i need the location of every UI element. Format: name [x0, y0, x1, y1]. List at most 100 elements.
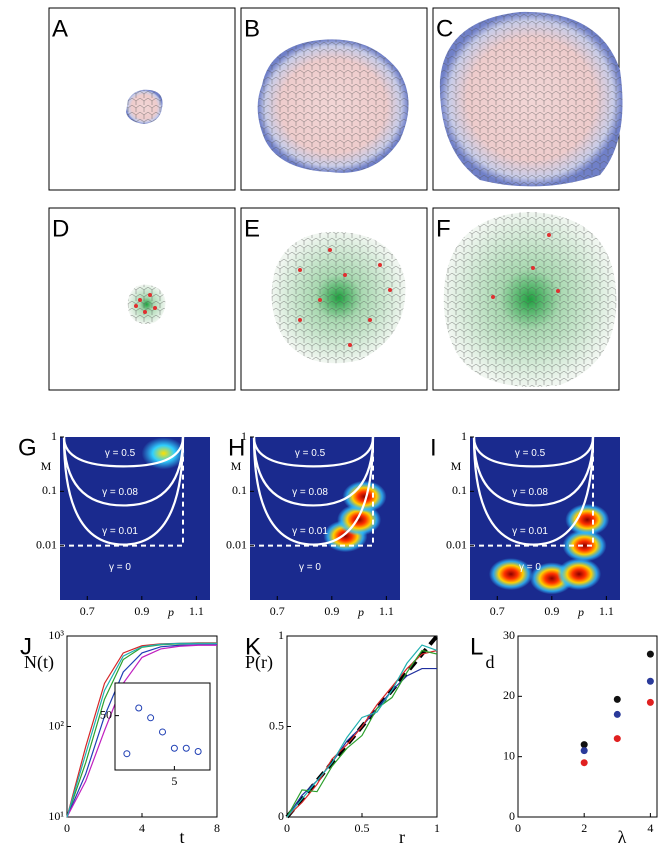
x-tick-label: 4	[647, 821, 653, 835]
panel-label: H	[228, 434, 245, 461]
gamma-label: γ = 0.08	[512, 487, 548, 498]
panel-label: L	[470, 633, 483, 660]
gamma-curve	[472, 437, 595, 546]
point	[646, 698, 654, 706]
panel-frame	[240, 207, 428, 391]
dividing-cells	[134, 293, 157, 314]
x-tick-label: 1	[434, 821, 440, 835]
y-tick-label: 10	[503, 748, 515, 762]
tissue-cells	[127, 284, 166, 325]
y-tick-label: 1	[241, 429, 247, 443]
gamma-label: γ = 0.5	[295, 448, 326, 459]
tissue-panels	[48, 7, 623, 391]
gamma-label: γ = 0	[299, 562, 321, 573]
y-axis-label: d	[486, 652, 495, 672]
gamma-curve	[62, 437, 185, 507]
gamma-curve	[252, 437, 375, 507]
gamma-label: γ = 0.08	[292, 487, 328, 498]
y-tick-label: 30	[503, 628, 515, 642]
x-tick-label: 0.7	[80, 604, 95, 618]
y-axis-label: M	[41, 459, 52, 473]
panel-label: G	[18, 434, 37, 461]
x-tick-label: 0.9	[134, 604, 149, 618]
x-tick-label: 8	[214, 821, 220, 835]
y-tick-label: 1	[278, 628, 284, 642]
point	[613, 735, 621, 743]
inset-point	[182, 744, 190, 752]
gamma-label: γ = 0.5	[105, 448, 136, 459]
x-tick-label: 1.1	[379, 604, 394, 618]
density-peak	[565, 503, 610, 536]
inset-point	[135, 704, 143, 712]
x-tick-label: 0.7	[270, 604, 285, 618]
y-tick-label: 0.1	[42, 483, 57, 497]
x-axis-label: λ	[618, 827, 627, 844]
x-tick-label: 0	[64, 821, 70, 835]
panel-frame	[48, 7, 236, 191]
series-line	[66, 642, 217, 818]
y-tick-label: 0.5	[269, 718, 284, 732]
tissue-cells	[443, 212, 617, 387]
heatmap-background	[60, 437, 210, 600]
panel-label: J	[20, 633, 32, 660]
gamma-label: γ = 0.01	[102, 526, 138, 537]
inset-point	[123, 750, 131, 758]
y-tick-label: 10³	[48, 628, 64, 642]
point	[580, 759, 588, 767]
x-tick-label: 4	[139, 821, 145, 835]
x-tick-label: 0	[284, 821, 290, 835]
heatmap	[60, 437, 210, 600]
y-tick-label: 20	[503, 688, 515, 702]
y-axis-label: M	[231, 459, 242, 473]
x-tick-label: 0	[515, 821, 521, 835]
gamma-label: γ = 0.08	[102, 487, 138, 498]
point	[580, 741, 588, 749]
inset-point	[194, 748, 202, 756]
point	[646, 677, 654, 685]
point	[580, 747, 588, 755]
y-tick-label: 10¹	[48, 809, 64, 823]
point	[646, 650, 654, 658]
gamma-curve	[62, 437, 185, 468]
y-tick-label: 0.1	[452, 483, 467, 497]
x-tick-label: 1.1	[599, 604, 614, 618]
y-tick-label: 0.1	[232, 483, 247, 497]
panel-frame	[48, 207, 236, 391]
panel-label: K	[245, 633, 261, 660]
y-tick-label: 1	[461, 429, 467, 443]
heatmap	[470, 437, 620, 600]
y-tick-label: 0	[509, 809, 515, 823]
panel-label: I	[430, 434, 437, 461]
gamma-curve	[252, 437, 375, 468]
y-tick-label: 10²	[48, 718, 64, 732]
gamma-zero-boundary	[470, 447, 594, 547]
gamma-zero-boundary	[250, 447, 374, 547]
series-line	[286, 644, 438, 818]
y-axis-label: N(t)	[24, 652, 54, 673]
density-peak	[562, 529, 607, 562]
inset-frame	[114, 682, 211, 771]
series-line	[66, 644, 217, 818]
series-line	[286, 649, 438, 818]
x-tick-label: 0.9	[324, 604, 339, 618]
density-peak	[557, 558, 602, 591]
x-axis-label: p	[577, 605, 584, 619]
x-axis-label: r	[399, 827, 405, 844]
gamma-curve	[252, 437, 375, 546]
inset-point	[170, 744, 178, 752]
y-tick-label: 50	[100, 707, 112, 721]
x-tick-label: 0.5	[355, 821, 370, 835]
panel-frame	[240, 7, 428, 191]
panel-label: C	[436, 15, 453, 42]
density-peak	[141, 437, 186, 470]
tissue-cells	[439, 11, 623, 187]
gamma-label: γ = 0	[519, 562, 541, 573]
inset-point	[147, 714, 155, 722]
plot-frame	[517, 635, 658, 818]
gamma-curve	[472, 437, 595, 507]
panel-frame	[432, 207, 620, 391]
x-tick-label: 0.7	[490, 604, 505, 618]
panel-label: E	[244, 215, 260, 242]
inset-point	[159, 728, 166, 736]
y-tick-label: 0.01	[226, 537, 247, 551]
